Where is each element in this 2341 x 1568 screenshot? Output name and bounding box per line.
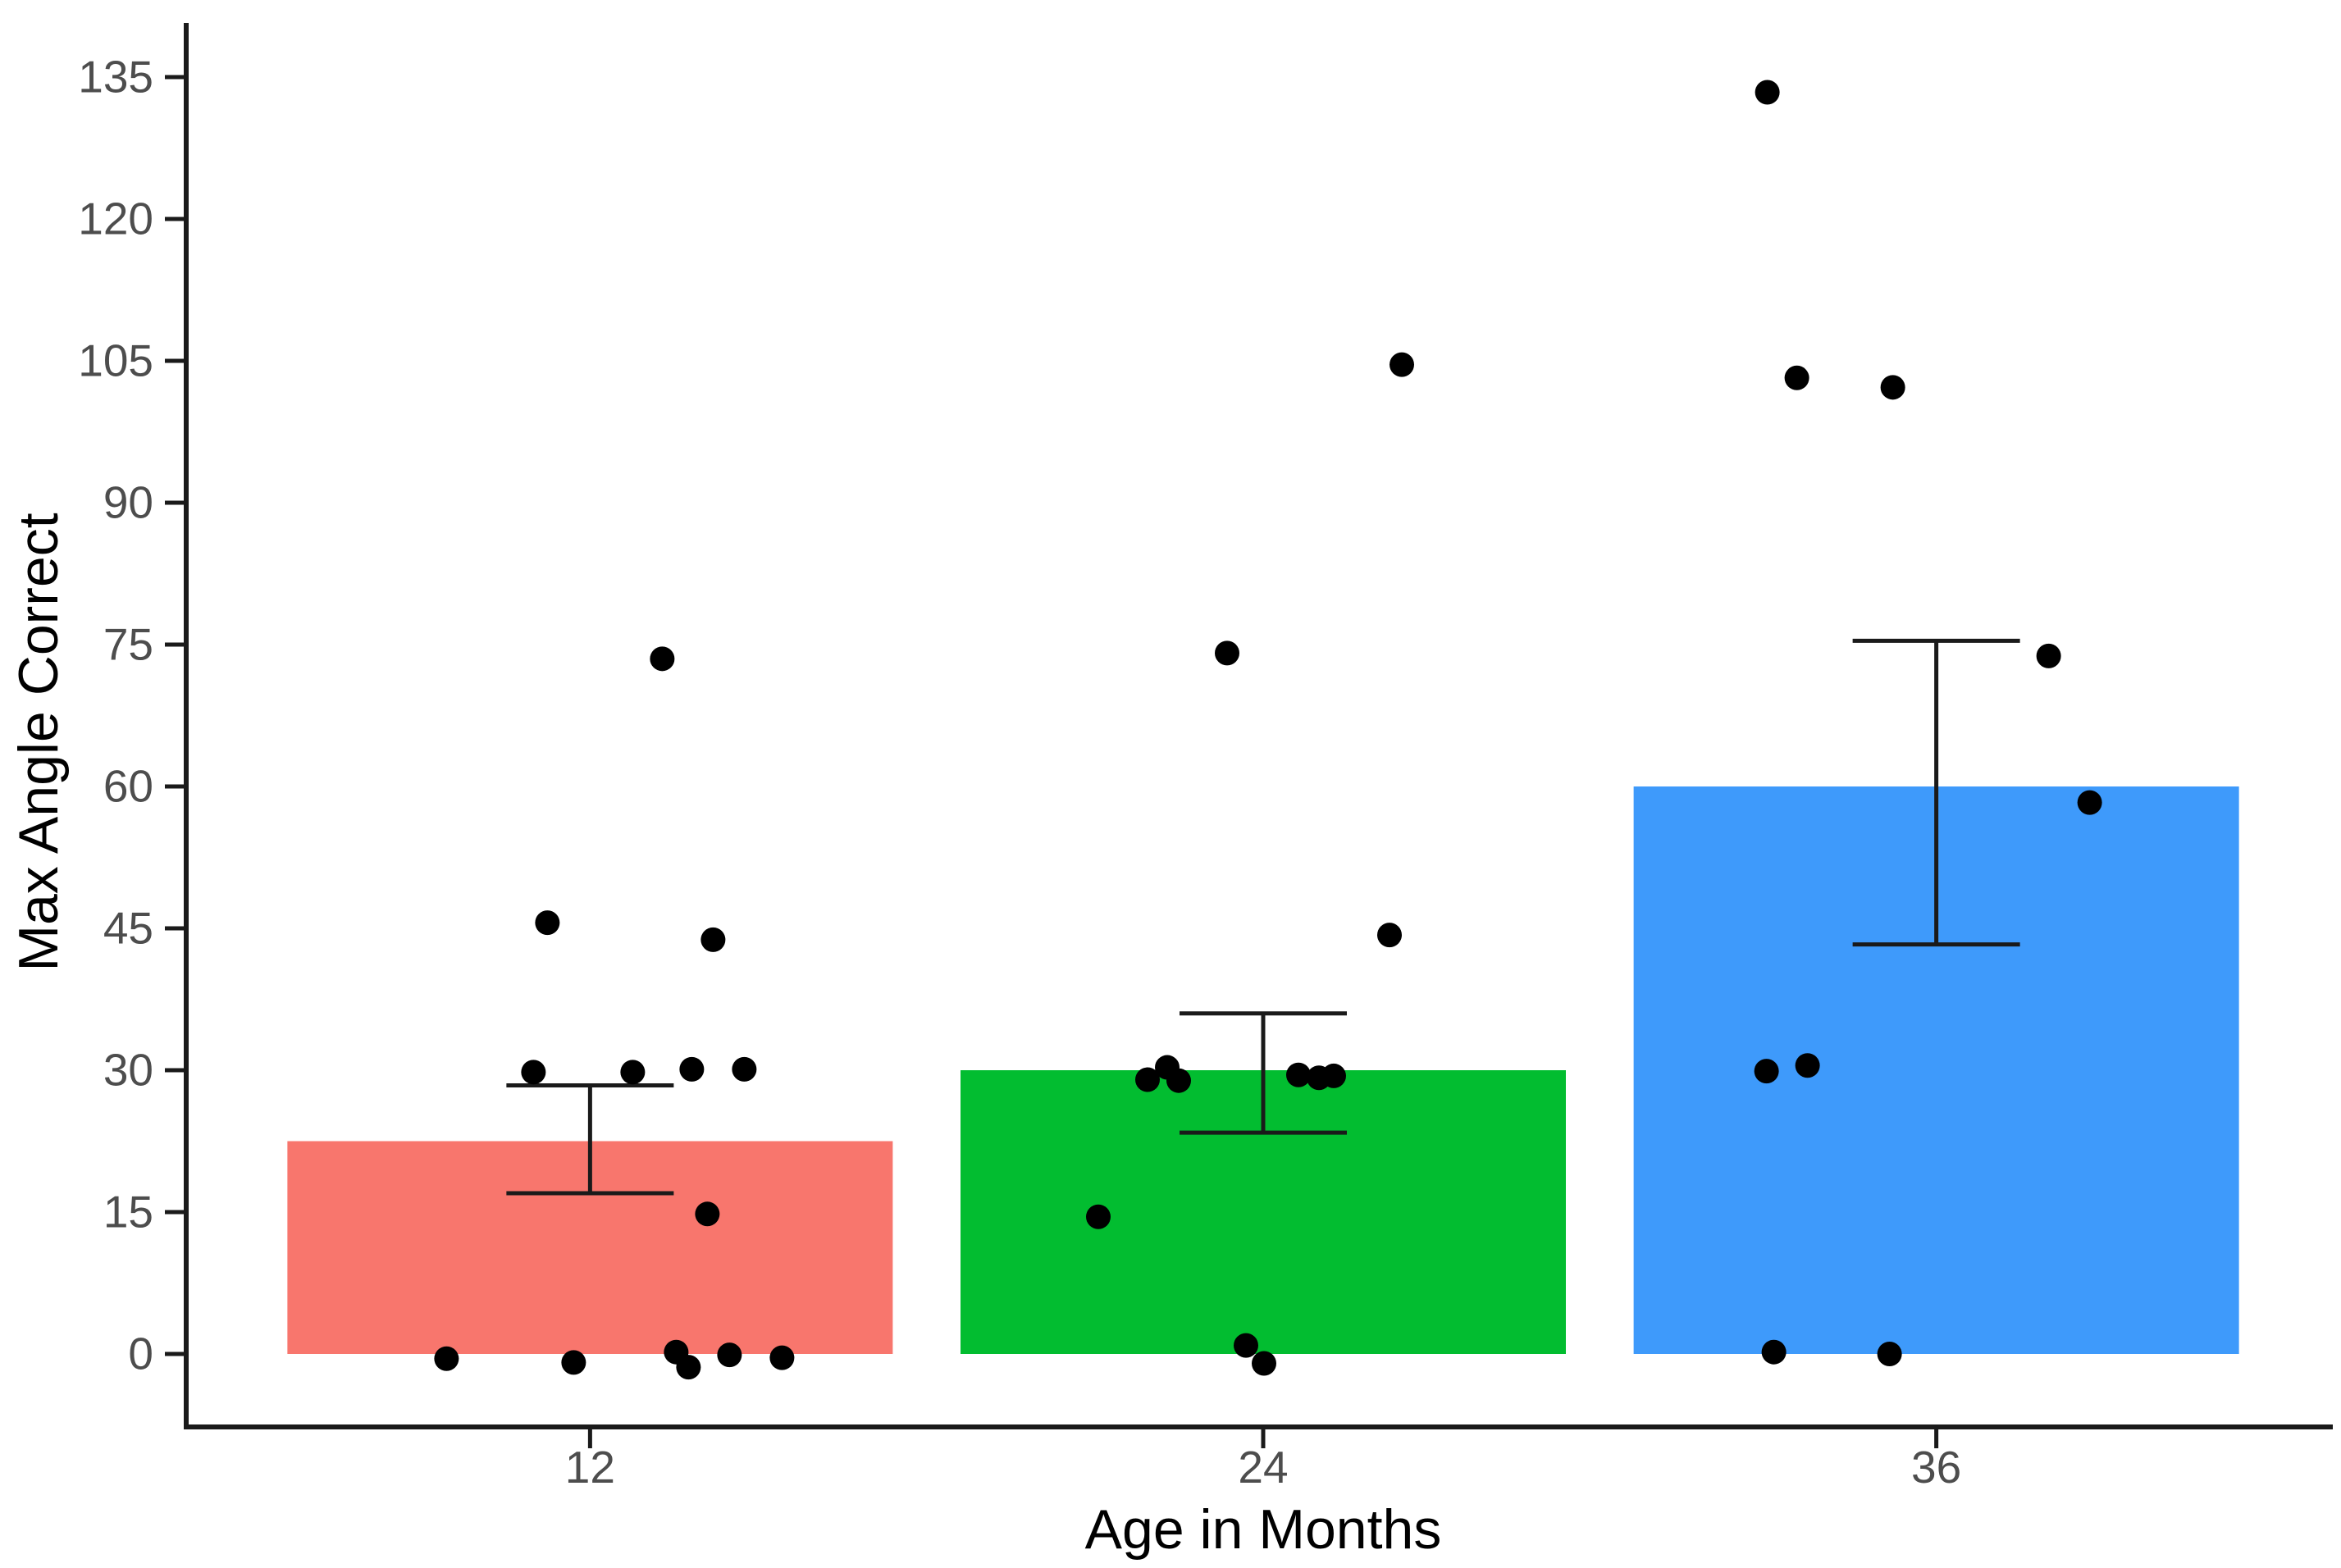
y-tick-label-60: 60 (103, 761, 153, 812)
data-point-12 (521, 1060, 546, 1085)
data-point-36 (1784, 365, 1809, 390)
data-point-12 (732, 1056, 757, 1082)
data-point-24 (1286, 1062, 1311, 1087)
data-point-36 (1754, 1059, 1779, 1084)
data-point-36 (1761, 1339, 1787, 1365)
data-point-12 (650, 646, 675, 672)
data-point-24 (1166, 1068, 1191, 1093)
y-tick-label-75: 75 (103, 619, 153, 670)
data-point-24 (1321, 1063, 1346, 1088)
data-point-24 (1086, 1204, 1111, 1229)
data-point-36 (2077, 790, 2102, 815)
y-tick-label-30: 30 (103, 1045, 153, 1096)
data-point-24 (1377, 923, 1402, 948)
data-point-12 (535, 910, 560, 936)
data-point-12 (717, 1342, 742, 1368)
x-tick-label-24: 24 (1238, 1442, 1288, 1493)
data-point-12 (695, 1201, 720, 1227)
data-point-24 (1252, 1351, 1276, 1376)
x-tick-label-36: 36 (1911, 1442, 1961, 1493)
data-point-12 (620, 1060, 646, 1085)
y-axis-title: Max Angle Correct (7, 513, 70, 971)
y-tick-label-105: 105 (78, 335, 153, 386)
data-point-24 (1390, 352, 1414, 377)
data-point-12 (700, 927, 726, 952)
data-point-36 (1877, 1342, 1902, 1366)
y-tick-label-0: 0 (128, 1329, 153, 1379)
data-point-36 (1795, 1053, 1820, 1078)
data-point-24 (1215, 640, 1239, 666)
x-axis-title: Age in Months (1085, 1498, 1442, 1561)
y-tick-label-15: 15 (103, 1187, 153, 1238)
data-point-24 (1234, 1333, 1258, 1358)
x-tick-label-12: 12 (565, 1442, 615, 1493)
data-point-12 (434, 1346, 459, 1371)
data-point-24 (1135, 1067, 1160, 1092)
data-point-36 (1880, 375, 1905, 400)
y-tick-label-90: 90 (103, 477, 153, 528)
y-tick-label-45: 45 (103, 903, 153, 954)
data-point-12 (769, 1345, 795, 1370)
y-tick-label-120: 120 (78, 194, 153, 244)
data-point-12 (679, 1056, 705, 1082)
data-point-36 (2036, 643, 2061, 668)
data-point-36 (1755, 80, 1780, 105)
data-point-12 (676, 1355, 701, 1380)
data-point-12 (561, 1350, 586, 1375)
y-tick-label-135: 135 (78, 52, 153, 103)
